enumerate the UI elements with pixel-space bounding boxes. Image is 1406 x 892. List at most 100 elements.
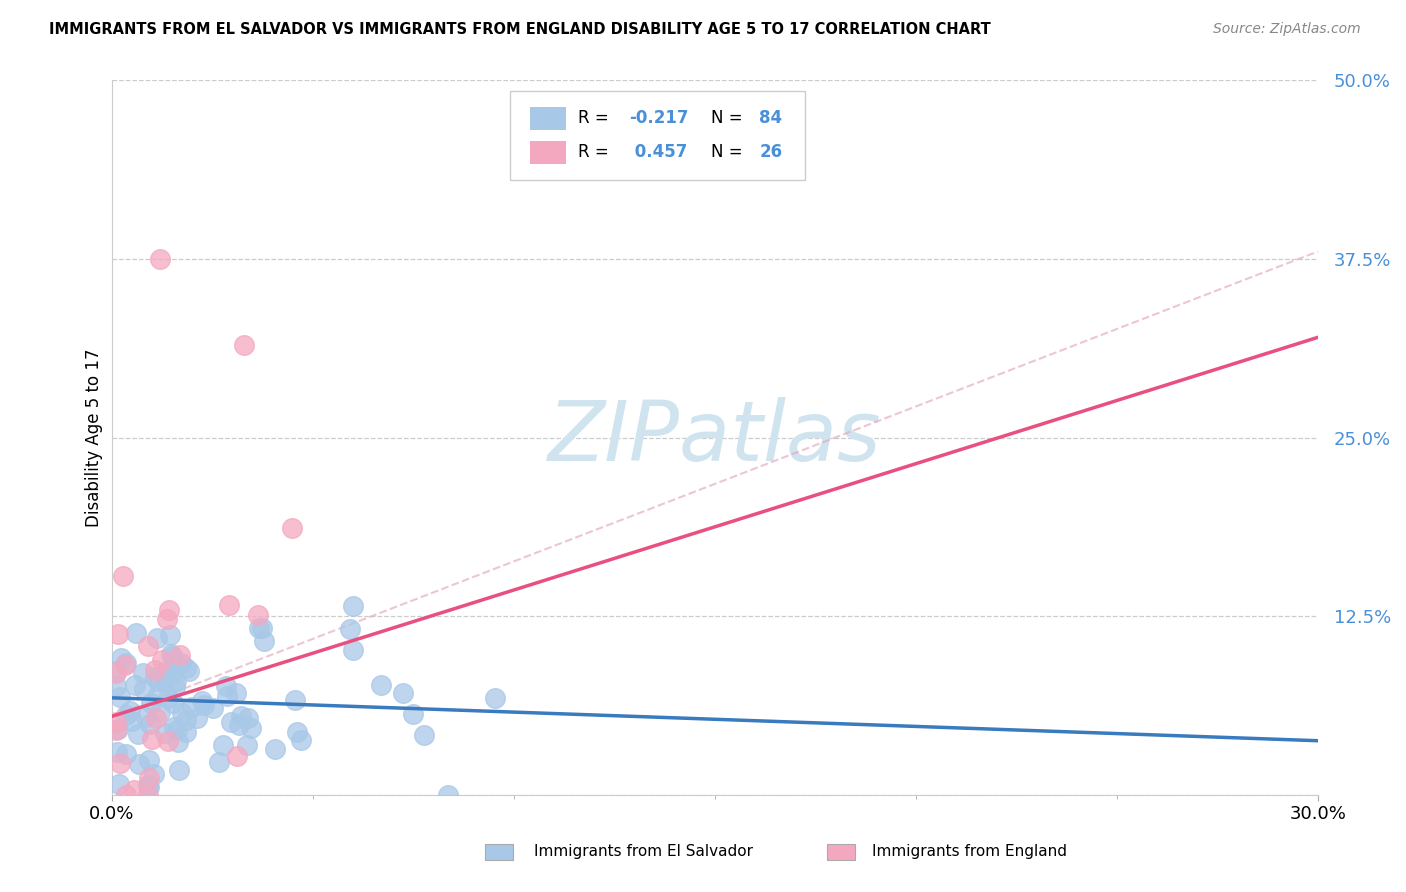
Point: [159, 628, 181, 642]
Point: [121, 714, 143, 728]
Point: [186, 711, 208, 725]
Point: [118, 705, 141, 719]
Point: [146, 688, 169, 702]
Point: [115, 788, 138, 802]
Point: [142, 766, 165, 780]
Point: [139, 696, 162, 710]
Text: Immigrants from El Salvador: Immigrants from El Salvador: [534, 845, 754, 859]
Point: [104, 723, 127, 738]
Point: [370, 678, 392, 692]
Point: [104, 665, 127, 680]
Point: [215, 689, 238, 703]
Point: [167, 734, 190, 748]
Point: [165, 674, 187, 689]
Point: [236, 711, 259, 725]
Point: [201, 701, 224, 715]
Point: [138, 771, 160, 785]
Point: [136, 639, 159, 653]
Point: [108, 756, 131, 770]
Point: [125, 625, 148, 640]
Point: [228, 718, 250, 732]
Point: [114, 657, 136, 672]
Point: [108, 777, 131, 791]
Text: 26: 26: [759, 144, 782, 161]
Point: [191, 693, 214, 707]
Y-axis label: Disability Age 5 to 17: Disability Age 5 to 17: [86, 348, 103, 527]
Point: [155, 665, 177, 679]
Point: [141, 731, 163, 746]
Point: [290, 733, 312, 747]
Text: N =: N =: [711, 144, 748, 161]
Point: [211, 738, 233, 752]
Point: [229, 708, 252, 723]
Point: [283, 693, 305, 707]
Point: [155, 612, 177, 626]
Point: [233, 337, 256, 351]
Point: [339, 622, 361, 636]
Point: [160, 666, 183, 681]
Point: [150, 652, 173, 666]
Point: [208, 755, 231, 769]
Point: [136, 788, 159, 802]
Point: [250, 621, 273, 635]
Point: [218, 598, 240, 612]
Text: 84: 84: [759, 109, 782, 127]
Text: R =: R =: [578, 144, 614, 161]
Point: [264, 742, 287, 756]
Point: [280, 521, 302, 535]
Text: Source: ZipAtlas.com: Source: ZipAtlas.com: [1213, 22, 1361, 37]
Point: [163, 680, 186, 694]
Point: [132, 666, 155, 681]
Point: [105, 745, 128, 759]
Point: [115, 656, 138, 670]
Point: [108, 690, 131, 705]
Point: [484, 690, 506, 705]
Point: [138, 753, 160, 767]
Point: [160, 647, 183, 661]
Text: -0.217: -0.217: [628, 109, 689, 127]
Point: [225, 686, 247, 700]
Point: [148, 674, 170, 689]
Point: [128, 757, 150, 772]
Point: [132, 682, 155, 697]
Point: [145, 670, 167, 684]
Point: [136, 778, 159, 792]
Point: [174, 661, 197, 675]
Point: [114, 747, 136, 761]
Point: [138, 780, 160, 794]
Point: [225, 748, 247, 763]
Point: [169, 763, 191, 777]
Text: Immigrants from England: Immigrants from England: [872, 845, 1067, 859]
Point: [174, 713, 197, 727]
Point: [236, 738, 259, 752]
Point: [179, 664, 201, 678]
Point: [437, 788, 460, 802]
Point: [221, 715, 243, 730]
Point: [104, 679, 127, 693]
Point: [180, 700, 202, 714]
Point: [342, 642, 364, 657]
Point: [170, 706, 193, 720]
Point: [162, 696, 184, 710]
Point: [166, 723, 188, 737]
Point: [111, 569, 134, 583]
Point: [342, 599, 364, 613]
Point: [155, 674, 177, 689]
Point: [104, 665, 127, 679]
Point: [156, 734, 179, 748]
Point: [122, 783, 145, 797]
Point: [110, 651, 132, 665]
Point: [115, 708, 138, 723]
Point: [107, 723, 129, 737]
Point: [146, 631, 169, 645]
Text: N =: N =: [711, 109, 748, 127]
Point: [176, 725, 198, 739]
Point: [138, 717, 160, 731]
Point: [285, 724, 308, 739]
Point: [156, 690, 179, 705]
FancyBboxPatch shape: [530, 141, 567, 163]
Point: [413, 728, 436, 742]
Point: [104, 715, 127, 730]
Point: [149, 706, 172, 720]
Text: R =: R =: [578, 109, 614, 127]
